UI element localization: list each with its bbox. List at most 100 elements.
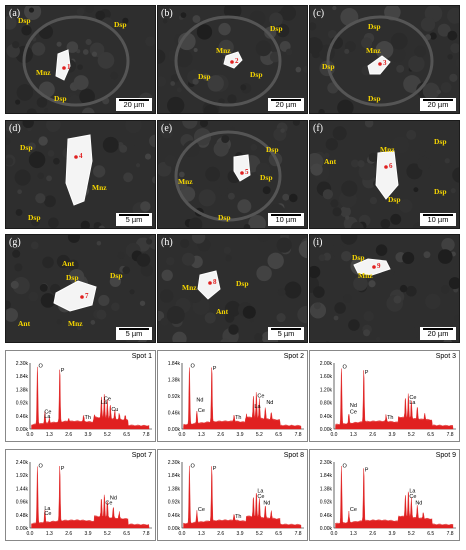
texture-grain	[198, 189, 216, 207]
x-tick-label: 0.0	[179, 432, 186, 438]
y-tick-label: 0.00k	[320, 526, 333, 532]
spot-number: 6	[389, 162, 393, 170]
mineral-label: Mnz	[36, 68, 51, 77]
texture-grain	[264, 26, 277, 39]
texture-grain	[441, 238, 455, 252]
texture-grain	[21, 25, 32, 36]
mineral-label: Mnz	[182, 283, 197, 292]
grain-ring	[174, 15, 282, 107]
texture-grain	[180, 238, 190, 248]
panel-label: (b)	[161, 8, 173, 19]
spot-number: 4	[79, 152, 83, 160]
analysis-spot-marker	[378, 62, 382, 66]
y-tick-label: 1.38k	[16, 387, 29, 393]
element-peak-label: Ce	[257, 494, 264, 500]
x-tick-label: 3.9	[85, 432, 92, 438]
texture-grain	[174, 49, 193, 68]
texture-grain	[139, 300, 146, 306]
texture-grain	[262, 186, 271, 195]
texture-grain	[375, 336, 381, 342]
mineral-label: Mnz	[92, 183, 107, 192]
texture-grain	[302, 65, 307, 74]
x-tick-label: 6.5	[123, 531, 130, 537]
x-tick-label: 0.0	[27, 432, 34, 438]
x-tick-label: 1.3	[198, 432, 205, 438]
texture-grain	[15, 99, 21, 105]
texture-grain	[447, 54, 453, 60]
y-tick-label: 2.30k	[16, 361, 29, 367]
x-tick-label: 6.5	[275, 432, 282, 438]
y-tick-label: 2.30k	[168, 460, 181, 466]
axis-lines	[181, 363, 304, 430]
element-peak-label: O	[38, 464, 43, 470]
texture-grain	[158, 76, 167, 87]
texture-grain	[40, 293, 56, 308]
texture-grain	[227, 94, 237, 104]
texture-grain	[192, 78, 199, 85]
spectrum-title: Spot 7	[131, 452, 152, 459]
texture-grain	[117, 251, 125, 260]
texture-grain	[102, 136, 119, 153]
texture-grain	[98, 294, 110, 307]
texture-grain	[350, 159, 359, 168]
texture-grain	[450, 188, 456, 194]
texture-grain	[332, 126, 347, 141]
scale-bar: 5 µm	[116, 327, 152, 340]
texture-grain	[358, 163, 376, 181]
spot-number: 7	[85, 292, 89, 300]
sem-image	[158, 121, 307, 228]
x-tick-label: 3.9	[85, 531, 92, 537]
x-tick-label: 2.6	[217, 432, 224, 438]
texture-grain	[192, 15, 201, 23]
texture-grain	[204, 312, 216, 324]
texture-grain	[255, 40, 272, 57]
texture-grain	[85, 6, 95, 13]
texture-grain	[56, 319, 62, 325]
sem-image	[158, 6, 307, 113]
element-peak-label: P	[213, 466, 217, 472]
texture-grain	[202, 73, 210, 81]
element-peak-label: O	[342, 464, 347, 470]
y-tick-label: 1.38k	[320, 486, 333, 492]
analysis-spot-marker	[74, 155, 78, 159]
texture-grain	[406, 163, 423, 180]
mineral-label: Dsp	[110, 271, 123, 280]
analysis-spot-marker	[230, 60, 234, 64]
texture-grain	[390, 213, 402, 225]
element-peak-label: La	[254, 404, 261, 410]
texture-grain	[361, 37, 373, 49]
texture-grain	[250, 143, 258, 151]
texture-grain	[6, 157, 14, 166]
element-peak-label: P	[61, 368, 65, 374]
texture-grain	[249, 318, 254, 323]
element-peak-label: Ce	[44, 409, 51, 415]
spectrum-trace	[183, 367, 302, 430]
texture-grain	[224, 313, 235, 323]
mineral-label: Dsp	[368, 94, 381, 103]
texture-grain	[341, 180, 358, 197]
texture-grain	[237, 199, 252, 214]
texture-grain	[334, 302, 346, 314]
texture-grain	[45, 121, 61, 132]
texture-grain	[413, 187, 419, 193]
texture-grain	[27, 142, 36, 151]
texture-grain	[332, 207, 342, 217]
mineral-label: Mnz	[358, 271, 373, 280]
x-tick-label: 6.5	[275, 531, 282, 537]
mineral-label: Dsp	[18, 16, 31, 25]
texture-grain	[28, 7, 35, 13]
texture-grain	[76, 7, 85, 16]
texture-grain	[422, 82, 440, 100]
texture-grain	[151, 176, 155, 184]
texture-grain	[178, 171, 185, 178]
eds-spectrum: 2.30k 1.84k 1.38k 0.92k 0.46k 0.00k 0.0 1.3 2.6 3…	[5, 350, 156, 442]
texture-grain	[203, 104, 218, 113]
texture-grain	[388, 269, 395, 275]
texture-grain	[56, 41, 62, 47]
element-peak-label: O	[38, 363, 43, 369]
grain-ring	[326, 15, 434, 107]
y-tick-label: 0.46k	[168, 411, 181, 417]
x-tick-label: 7.8	[143, 531, 150, 537]
